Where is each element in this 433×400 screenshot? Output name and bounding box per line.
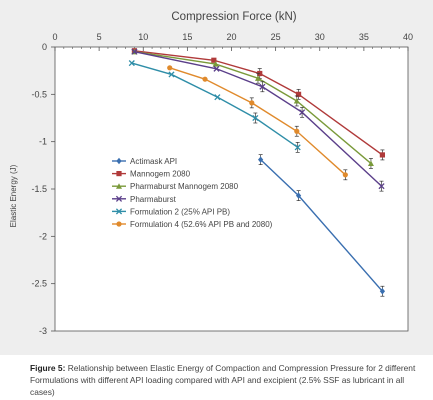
figure-caption-text: Relationship between Elastic Energy of C… (30, 363, 416, 397)
data-point (252, 114, 259, 122)
legend-marker (116, 221, 122, 227)
legend-label: Mannogem 2080 (130, 170, 191, 179)
data-point (213, 65, 220, 72)
y-axis-label: Elastic Energy (J) (9, 164, 18, 227)
x-tick-label: 15 (182, 32, 192, 42)
x-tick-label: 5 (97, 32, 102, 42)
data-point (214, 94, 221, 101)
data-point (294, 128, 300, 134)
data-point (249, 100, 255, 106)
legend-marker (116, 157, 122, 165)
x-tick-label: 0 (52, 32, 57, 42)
x-tick-label: 35 (359, 32, 369, 42)
data-point (258, 156, 264, 163)
y-tick-label: -1 (39, 137, 47, 147)
y-tick-label: 0 (42, 42, 47, 52)
y-tick-label: -3 (39, 326, 47, 336)
legend-marker (115, 208, 123, 215)
data-point (295, 91, 302, 97)
data-point (367, 160, 374, 167)
data-point (379, 288, 386, 295)
data-point (167, 65, 173, 71)
x-tick-label: 30 (315, 32, 325, 42)
data-point (131, 48, 138, 55)
legend: Actimask API Mannogem 2080 Pharmaburst Man… (112, 157, 273, 229)
legend-marker (115, 195, 123, 202)
chart-title: Compression Force (kN) (171, 11, 296, 23)
figure-label: Figure 5: (30, 363, 66, 373)
y-tick-label: -2 (39, 231, 47, 241)
legend-label: Formulation 4 (52.6% API PB and 2080) (130, 220, 273, 229)
y-tick-label: -1.5 (31, 184, 47, 194)
legend-marker (116, 171, 122, 177)
chart: Compression Force (kN) Elastic Energy (J… (9, 11, 413, 336)
legend-marker (116, 183, 122, 189)
legend-label: Formulation 2 (25% API PB) (130, 207, 230, 216)
y-tick-label: -2.5 (31, 279, 47, 289)
x-tick-label: 25 (271, 32, 281, 42)
plot-frame (54, 46, 409, 332)
figure-caption: Figure 5: Relationship between Elastic E… (30, 362, 420, 398)
data-point (378, 183, 385, 190)
data-point (211, 57, 217, 63)
plot-area (128, 48, 386, 297)
legend-label: Pharmaburst (130, 195, 177, 204)
data-point (379, 152, 386, 158)
data-point (299, 109, 306, 116)
data-point (202, 76, 208, 82)
y-tick-label: -0.5 (31, 89, 47, 99)
data-point (168, 71, 175, 78)
axes: 0 5 10 15 20 25 30 35 40 0 -0.5 -1 -1.5 -2 -2.5 -3 (31, 32, 413, 336)
legend-label: Pharmaburst Mannogem 2080 (130, 182, 239, 191)
data-point (293, 97, 300, 104)
x-tick-label: 20 (226, 32, 236, 42)
data-point (212, 61, 219, 67)
data-point (128, 60, 135, 67)
x-tick-label: 40 (403, 32, 413, 42)
data-point (254, 75, 261, 81)
chart-panel: Compression Force (kN) Elastic Energy (J… (0, 0, 433, 355)
data-point (342, 172, 348, 178)
data-point (294, 144, 301, 151)
data-point (259, 83, 266, 90)
x-tick-label: 10 (138, 32, 148, 42)
data-point (295, 192, 302, 199)
legend-label: Actimask API (130, 157, 177, 166)
